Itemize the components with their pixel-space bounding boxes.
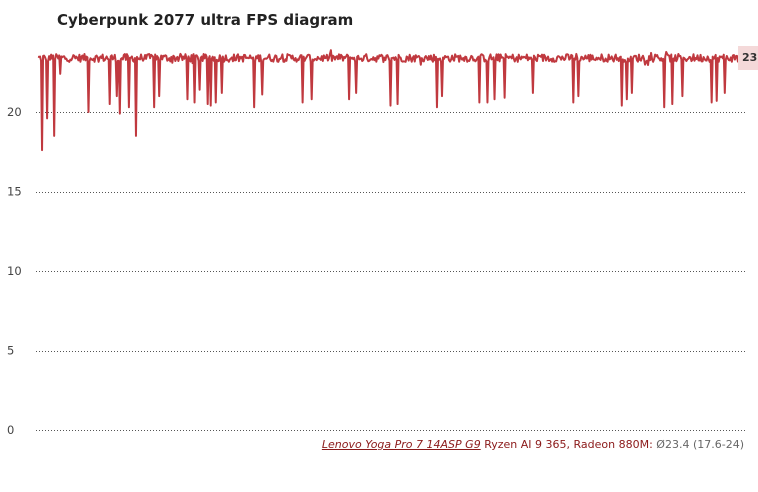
y-tick-label-5: 5	[7, 344, 14, 358]
series-layer	[37, 49, 745, 152]
y-tick-label-10: 10	[7, 264, 22, 278]
grid-lines	[36, 112, 746, 431]
chart-title: Cyberpunk 2077 ultra FPS diagram	[57, 11, 354, 29]
series-end-value-label: 23.4	[738, 46, 758, 70]
y-axis-tick-labels: 0 5 10 15 20	[7, 105, 22, 437]
series-line-fps	[37, 49, 745, 152]
series-end-value: 23.4	[742, 51, 758, 64]
legend-fps-stats: Ø23.4 (17.6-24)	[656, 438, 744, 451]
legend-device-spec: Ryzen AI 9 365, Radeon 880M:	[484, 438, 653, 451]
y-tick-label-15: 15	[7, 185, 22, 199]
legend: Lenovo Yoga Pro 7 14ASP G9 Ryzen AI 9 36…	[322, 438, 744, 451]
y-tick-label-0: 0	[7, 423, 14, 437]
legend-device-link[interactable]: Lenovo Yoga Pro 7 14ASP G9	[321, 438, 481, 451]
y-tick-label-20: 20	[7, 105, 22, 119]
